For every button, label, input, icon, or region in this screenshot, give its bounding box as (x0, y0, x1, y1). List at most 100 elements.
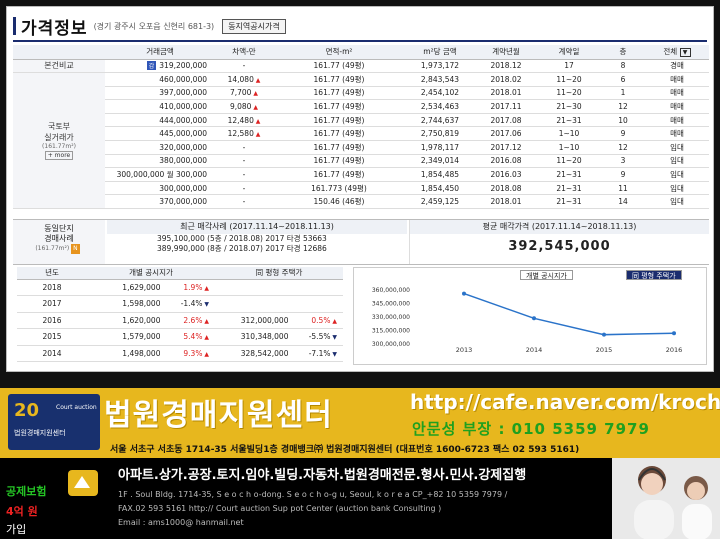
cell-value: 2017.12 (490, 142, 522, 152)
cell-value: 21~31 (556, 170, 582, 180)
chevron-down-icon[interactable]: ▼ (679, 47, 691, 57)
cell-value: 21~30 (556, 102, 582, 112)
cell-value: 2,744,637 (420, 115, 460, 125)
data-point[interactable] (602, 332, 606, 337)
cell-ym: 2018.02 (475, 72, 537, 87)
cell-per-m2: 2,744,637 (405, 113, 475, 128)
tab-land-price[interactable]: 개별 공시지가 (520, 270, 573, 280)
cell-value: 11 (618, 183, 628, 193)
cell-amount: 397,000,000 (105, 86, 215, 101)
footer: 공제보험 4억 원 가입 아파트.상가.공장.토지.임야.빌딩.자동차.법원경매… (0, 458, 720, 539)
cell-value: 2,534,463 (420, 102, 460, 112)
cell-value: 매매 (670, 88, 684, 98)
recent-case[interactable]: 389,990,000 (8층 / 2018.07) 2017 타경 12686 (157, 244, 327, 253)
auction-label-2: 경매사례 (44, 234, 74, 243)
up-arrow-icon: ▲ (202, 317, 209, 325)
cell-day: 11~20 (537, 72, 601, 87)
type-filter-select[interactable]: 전체 ▼ (645, 45, 709, 60)
compare-area: 161.77 (49평) (273, 59, 405, 74)
cell-value: 2017.11 (490, 102, 522, 112)
cell-value: 12 (618, 102, 628, 112)
center-logo: 20 Court auction 법원경매지원센터 (8, 394, 100, 450)
cell-per-m2: 1,978,117 (405, 140, 475, 155)
header: 가격정보 (경기 광주시 오포읍 신현리 681-3) 동지역공시가격 (13, 13, 286, 39)
cell-value: 1~10 (558, 142, 580, 152)
change-percent: -7.1% (308, 348, 331, 358)
cell-value: 12,480 (227, 115, 254, 125)
cell-value: 9 (620, 170, 626, 180)
table-row: 2016 1,620,000 2.6% ▲ 312,000,000 0.5% ▲ (17, 312, 343, 329)
house-price-cell (215, 279, 343, 296)
cell-diff: - (215, 181, 273, 196)
cell-amount: 460,000,000 (105, 72, 215, 87)
data-point[interactable] (462, 291, 466, 296)
cell-diff: 12,580 ▲ (215, 126, 273, 142)
cell-value: 6 (620, 74, 626, 84)
cell-value: 2018.08 (490, 183, 522, 193)
compare-row: 본건비교 감 319,200,000 - 161.77 (49평) 1,973,1… (13, 59, 709, 74)
cell-floor: 12 (601, 140, 645, 155)
cell-value: 161.77 (49평) (313, 74, 365, 84)
house-price-cell: 310,348,000 -5.5% ▼ (215, 328, 343, 346)
data-point[interactable] (672, 331, 676, 336)
compare-diff: - (215, 59, 273, 74)
cell-value: 2016.03 (490, 170, 522, 180)
cell-type: 임대 (645, 167, 709, 182)
cell-value: 161.77 (49평) (313, 102, 365, 112)
cell-per-m2: 1,854,485 (405, 167, 475, 182)
table-row: 2018 1,629,000 1.9% ▲ (17, 279, 343, 296)
cell-day: 21~31 (537, 194, 601, 210)
cell-value: 2018.01 (490, 88, 522, 98)
cell-value: 14,080 (227, 74, 254, 84)
cell-per-m2: 2,843,543 (405, 72, 475, 87)
land-price-cell: 1,598,000 -1.4% ▼ (87, 295, 215, 313)
up-arrow-icon: ▲ (202, 350, 209, 358)
cell-day: 21~30 (537, 99, 601, 114)
series-line (463, 292, 675, 336)
cell-day: 1~10 (537, 126, 601, 142)
cell-day: 21~31 (537, 167, 601, 182)
cell-per-m2: 2,459,125 (405, 194, 475, 210)
cell-value: 9 (620, 129, 626, 139)
public-price-button[interactable]: 동지역공시가격 (222, 18, 286, 34)
price-chart: 개별 공시지가 同 평형 주택가 360,000,000 345,000,000 3… (353, 267, 707, 365)
cell-type: 임대 (645, 154, 709, 169)
cell-area: 161.773 (49평) (273, 181, 405, 196)
up-arrow-icon: ▲ (253, 117, 261, 125)
more-button[interactable]: + more (44, 151, 74, 161)
land-price-cell: 1,629,000 1.9% ▲ (87, 279, 215, 296)
y-tick-label: 360,000,000 (372, 287, 410, 294)
tab-house-price[interactable]: 同 평형 주택가 (626, 270, 682, 280)
price-value: 328,542,000 (240, 348, 289, 358)
cell-per-m2: 2,349,014 (405, 154, 475, 169)
cell-type: 매매 (645, 72, 709, 87)
price-value: 310,348,000 (240, 332, 289, 342)
table-row: 국토부 실거래가 (161.77m²) + more 460,000,000 14,080… (13, 72, 709, 210)
data-point[interactable] (532, 316, 536, 321)
cell-ym: 2018.01 (475, 194, 537, 210)
y-tick-label: 315,000,000 (372, 328, 410, 335)
up-arrow-icon: ▲ (251, 104, 258, 112)
cell-amount: 445,000,000 (105, 126, 215, 142)
cell-area: 161.77 (49평) (273, 167, 405, 182)
type-filter-label: 전체 (663, 47, 678, 57)
change-percent: -1.4% (180, 299, 203, 309)
col-header: 층 (601, 45, 645, 60)
cell-amount: 444,000,000 (105, 113, 215, 128)
cell-value: 임대 (670, 142, 684, 152)
cell-amount: 380,000,000 (105, 154, 215, 169)
cell-value: 매매 (670, 102, 684, 112)
side-label-2: 실거래가 (44, 133, 74, 143)
change-percent: 2.6% (183, 315, 203, 325)
table-row: 397,000,000 7,700 ▲ 161.77 (49평) 2,454,102 2… (13, 86, 709, 101)
cell-value: 2,459,125 (420, 197, 460, 207)
cell-value: 1~10 (558, 129, 580, 139)
footer-email[interactable]: Email : ams1000@ hanmail.net (118, 518, 244, 527)
auction-section: 동일단지 경매사례 (161.77m²) N 최근 매각사례 (2017.11.… (13, 219, 709, 265)
recent-case[interactable]: 395,100,000 (5층 / 2018.08) 2017 타경 53663 (157, 234, 327, 243)
col-header: 면적-m² (273, 45, 405, 60)
cell-amount: 410,000,000 (105, 99, 215, 114)
cafe-link[interactable]: http://cafe.naver.com/krocha (410, 390, 720, 414)
compare-ym: 2018.12 (475, 59, 537, 74)
cell-amount: 300,000,000 월 300,000 (105, 167, 215, 182)
